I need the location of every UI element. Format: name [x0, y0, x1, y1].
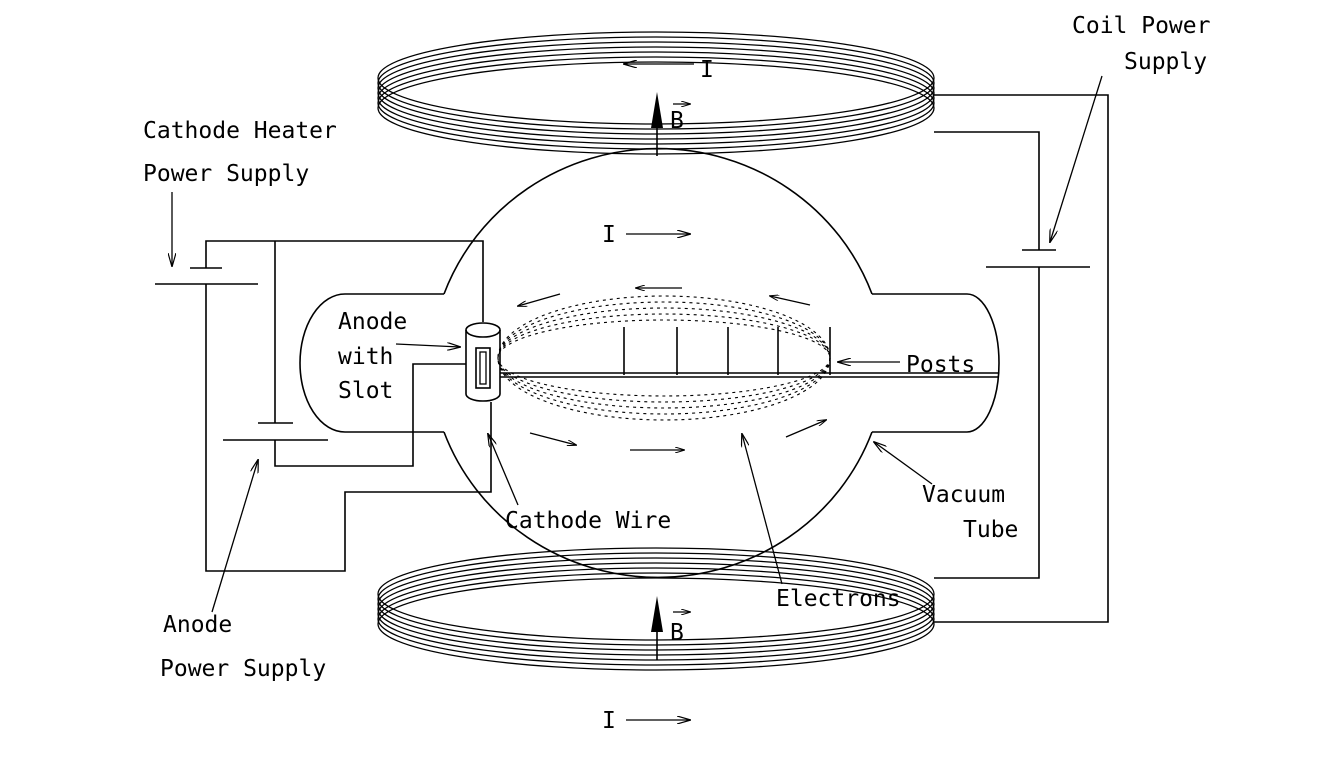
- vacuum-tube-pointer: [874, 442, 933, 485]
- anode-label-line2: with: [338, 344, 393, 370]
- coil-power-circuit: [934, 94, 1109, 623]
- cathode-wire-label: Cathode Wire: [505, 508, 671, 534]
- posts: [623, 327, 831, 375]
- heater-power-circuit: [155, 240, 492, 572]
- anode-power-label-line1: Anode: [163, 612, 232, 638]
- coil-power-label-line2: Supply: [1124, 49, 1207, 75]
- electrons-label: Electrons: [776, 586, 901, 612]
- anode-cylinder: [465, 322, 501, 402]
- current-label-bottom: I: [602, 708, 616, 734]
- anode-pointer: [395, 344, 460, 347]
- vacuum-tube-label-line1: Vacuum: [922, 482, 1005, 508]
- coil-power-label-line1: Coil Power: [1072, 13, 1210, 39]
- electron-beam: [497, 295, 831, 421]
- vacuum-tube-outline: [299, 147, 1000, 579]
- field-label-bottom: B: [670, 620, 684, 646]
- anode-power-circuit: [223, 241, 466, 467]
- coil-power-pointer: [1050, 75, 1103, 242]
- anode-power-label-line2: Power Supply: [160, 656, 326, 682]
- vacuum-tube-label-line2: Tube: [963, 517, 1018, 543]
- electron-direction-arrows: [518, 288, 826, 450]
- current-label-top-back: I: [700, 57, 714, 83]
- field-arrow-bottom: [651, 596, 663, 660]
- field-vector-marks: [673, 104, 690, 612]
- electrons-pointer: [742, 434, 783, 585]
- field-label-top: B: [670, 108, 684, 134]
- top-coil: [377, 31, 935, 155]
- anode-label-line3: Slot: [338, 378, 393, 404]
- current-label-top-front: I: [602, 222, 616, 248]
- heater-power-label-line2: Power Supply: [143, 161, 309, 187]
- anode-label-line1: Anode: [338, 309, 407, 335]
- heater-power-label-line1: Cathode Heater: [143, 118, 337, 144]
- anode-power-pointer: [211, 460, 258, 613]
- field-arrow-top: [651, 92, 663, 156]
- cathode-wire-pointer: [488, 434, 519, 506]
- cathode-wire: [500, 372, 998, 378]
- posts-label: Posts: [906, 352, 975, 378]
